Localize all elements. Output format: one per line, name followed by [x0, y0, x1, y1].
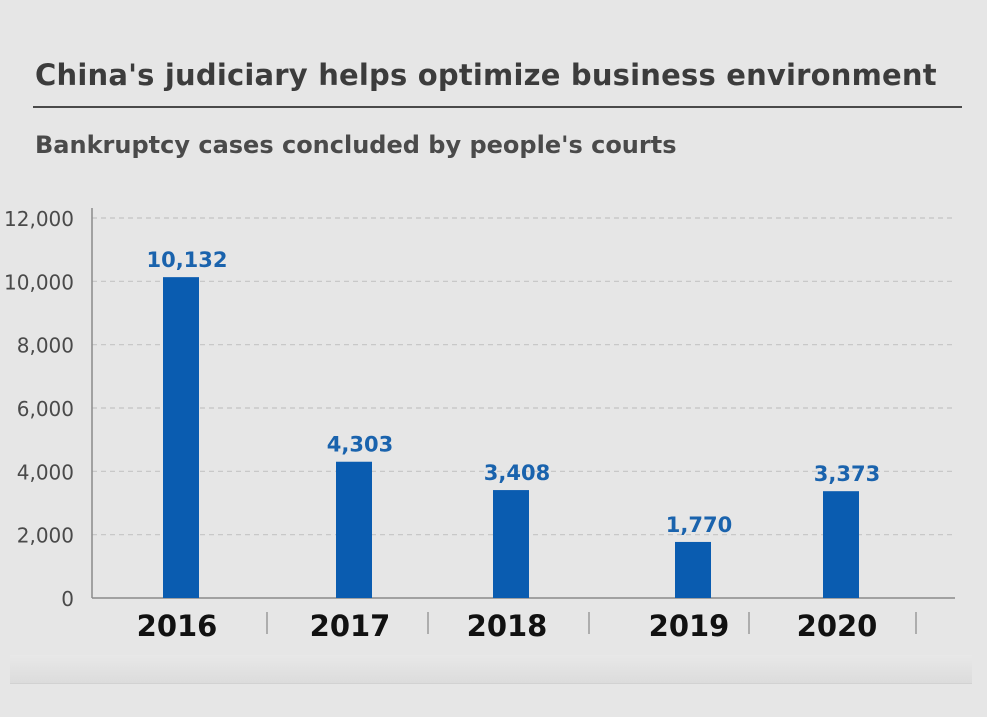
bar-value-label: 3,408 — [484, 461, 550, 485]
y-tick-label: 8,000 — [17, 334, 74, 358]
y-tick-label: 2,000 — [17, 524, 74, 548]
chart-title: China's judiciary helps optimize busines… — [35, 58, 937, 92]
bar-value-label: 4,303 — [327, 433, 393, 457]
bar-value-label: 10,132 — [146, 248, 227, 272]
x-category-label: 2017 — [310, 609, 391, 643]
bar — [336, 461, 372, 598]
x-category-label: 2016 — [137, 609, 218, 643]
bar-value-label: 3,373 — [814, 462, 880, 486]
bar — [823, 491, 859, 598]
x-category-label: 2020 — [797, 609, 878, 643]
y-tick-label: 10,000 — [4, 270, 74, 294]
bar — [675, 541, 711, 598]
y-tick-label: 12,000 — [4, 207, 74, 231]
bar — [163, 277, 199, 598]
title-divider — [33, 106, 962, 108]
x-category-label: 2018 — [467, 609, 548, 643]
bar-value-label: 1,770 — [666, 513, 732, 537]
bottom-strip — [10, 655, 972, 684]
y-tick-label: 6,000 — [17, 397, 74, 421]
y-tick-label: 4,000 — [17, 460, 74, 484]
y-tick-label: 0 — [61, 587, 74, 611]
x-category-label: 2019 — [649, 609, 730, 643]
chart-subtitle: Bankruptcy cases concluded by people's c… — [35, 131, 677, 159]
bar — [493, 490, 529, 598]
